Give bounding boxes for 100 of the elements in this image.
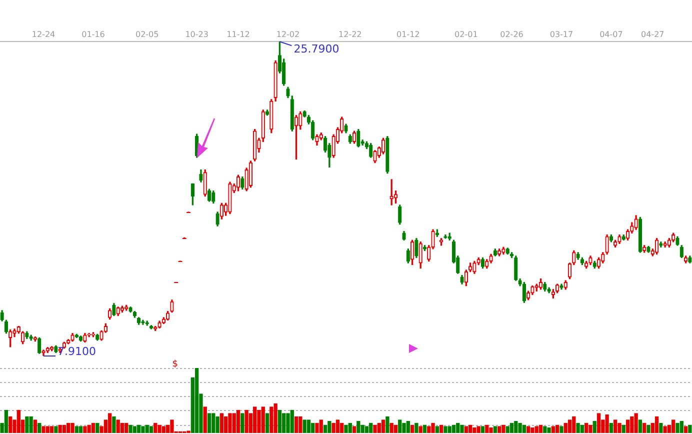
x-tick-label: 04-07 [600, 30, 623, 39]
x-tick-label: 11-12 [226, 30, 250, 39]
bar [257, 410, 261, 433]
bar [364, 426, 369, 433]
candlestick [100, 330, 104, 341]
bar [124, 422, 128, 433]
bar [232, 413, 236, 433]
bar [274, 403, 278, 433]
bar [158, 424, 162, 433]
annotation: 7.9100 [58, 344, 96, 358]
candlestick [676, 236, 680, 246]
bar [96, 422, 100, 433]
x-tick-label: 02-01 [454, 30, 478, 39]
candlestick [298, 111, 302, 130]
bar [672, 420, 676, 433]
candlestick [418, 242, 422, 269]
bar [431, 422, 435, 433]
candlestick [83, 332, 87, 342]
candlestick [248, 160, 253, 188]
candlestick [672, 232, 676, 242]
bar [315, 422, 319, 433]
bar [618, 422, 622, 433]
bar [344, 424, 348, 433]
bar [290, 410, 294, 433]
bar [224, 416, 228, 433]
candlestick [560, 284, 564, 290]
bar [369, 422, 373, 433]
bar [33, 420, 38, 433]
candlestick [170, 300, 174, 313]
bar [534, 426, 538, 433]
candlestick [530, 286, 534, 295]
candlestick [228, 182, 232, 214]
bar [141, 426, 145, 433]
candlestick [422, 245, 427, 252]
candlestick [120, 306, 124, 313]
bar [319, 420, 323, 433]
bar [547, 427, 551, 433]
bar [244, 410, 248, 433]
bar [236, 410, 240, 433]
bar [132, 426, 136, 433]
candlestick [444, 234, 448, 239]
candlestick [74, 334, 78, 338]
bar [514, 420, 518, 433]
bar [564, 422, 568, 433]
bar [352, 426, 356, 433]
bar [78, 426, 83, 433]
bar [66, 422, 70, 433]
bar [460, 424, 464, 433]
candlestick [220, 202, 224, 220]
x-tick-label: 12-02 [276, 30, 300, 39]
bar [356, 420, 360, 433]
bar [472, 427, 476, 433]
bar [506, 426, 510, 433]
bar [522, 424, 526, 433]
bar [402, 422, 406, 433]
bar [684, 426, 688, 433]
candlestick [112, 303, 116, 316]
bar [240, 413, 244, 433]
bar [25, 416, 29, 433]
candlestick [654, 238, 659, 255]
candlestick [369, 143, 373, 158]
candlestick [634, 215, 638, 230]
bar [568, 420, 572, 433]
bar [596, 413, 601, 433]
candlestick [29, 334, 33, 341]
bar [261, 406, 265, 433]
x-tick-label: 02-26 [500, 30, 524, 39]
bar [381, 420, 386, 433]
bar [622, 424, 626, 433]
bar [340, 422, 344, 433]
candlestick [190, 183, 195, 206]
x-tick-label: 12-24 [32, 30, 56, 39]
bar [410, 424, 414, 433]
candlestick [294, 114, 298, 160]
bar [659, 422, 663, 433]
bar [592, 420, 596, 433]
bar [468, 424, 472, 433]
bar [46, 426, 50, 433]
candlestick [493, 248, 498, 256]
bar [91, 422, 96, 433]
bar [609, 422, 614, 433]
candlestick [286, 86, 290, 98]
candlestick [538, 278, 543, 290]
candlestick [158, 320, 162, 328]
candlestick [315, 134, 319, 146]
candlestick [42, 350, 46, 356]
x-tick-label: 12-22 [338, 30, 362, 39]
candlestick [386, 136, 390, 174]
candlestick [128, 306, 132, 313]
x-tick-label: 01-12 [396, 30, 420, 39]
candlestick [472, 260, 476, 274]
bar [282, 413, 286, 433]
candlestick [506, 248, 510, 255]
candlestick [70, 332, 74, 342]
candlestick [240, 176, 244, 190]
bar [216, 416, 220, 433]
candlestick [439, 238, 444, 246]
bar [390, 422, 394, 433]
bar [70, 422, 74, 433]
candlestick [618, 234, 622, 244]
